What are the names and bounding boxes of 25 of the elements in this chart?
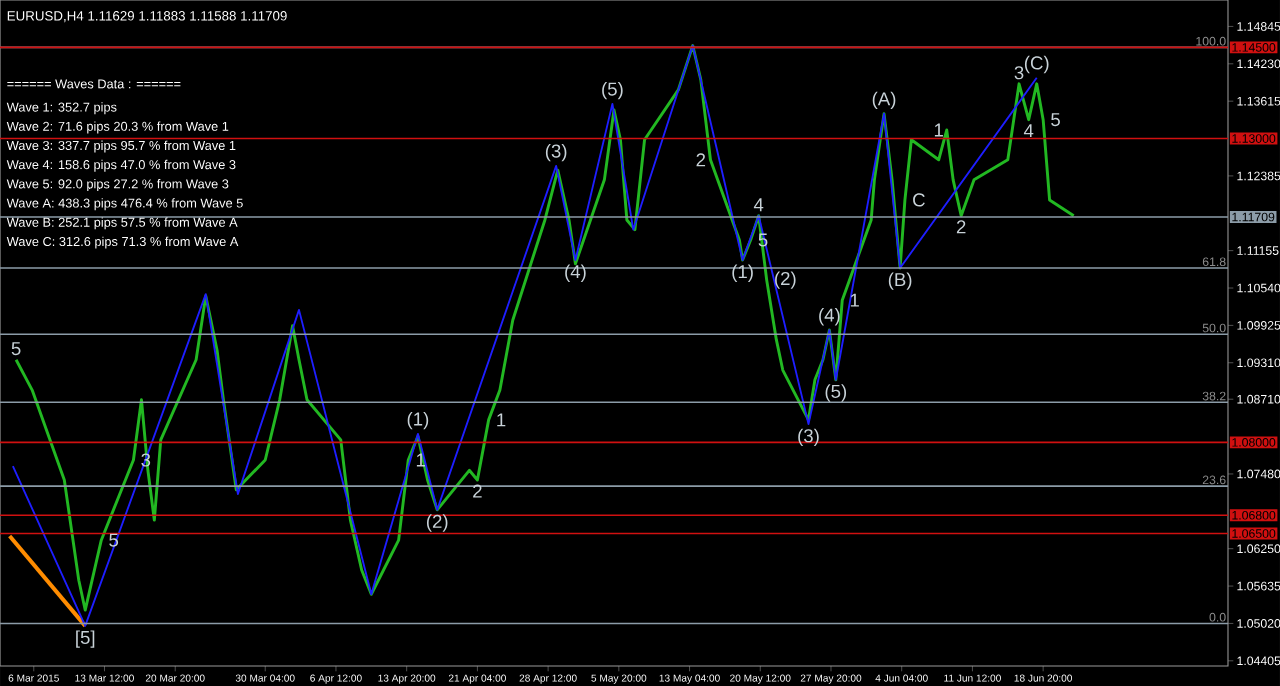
annotation: 2 bbox=[473, 484, 482, 498]
annotation: (2) bbox=[426, 514, 448, 532]
annotation: (5) bbox=[602, 81, 623, 100]
annotation: [5] bbox=[76, 630, 95, 648]
annotation: (A) bbox=[872, 91, 896, 110]
annotation: C bbox=[913, 193, 925, 207]
annotation: (4) bbox=[565, 264, 586, 282]
annotation: 4 bbox=[753, 198, 764, 212]
annotation: (5) bbox=[825, 384, 847, 402]
annotation: (C) bbox=[1024, 55, 1049, 74]
annotation: (4) bbox=[819, 308, 840, 326]
annotation: (3) bbox=[545, 143, 567, 162]
annotation: 1 bbox=[934, 123, 943, 137]
annotation: 4 bbox=[1023, 124, 1034, 138]
annotation: 1 bbox=[850, 293, 859, 307]
annotation: 5 bbox=[1051, 113, 1060, 127]
annotation: (1) bbox=[732, 264, 753, 282]
annotation: 2 bbox=[956, 220, 966, 234]
annotation: 1 bbox=[497, 413, 506, 427]
annotation: 2 bbox=[696, 153, 706, 167]
annotation: (2) bbox=[775, 271, 796, 289]
annotation: (B) bbox=[888, 272, 912, 290]
annotation: 5 bbox=[11, 342, 21, 356]
annotation: (1) bbox=[407, 411, 429, 430]
annotation: 3 bbox=[1014, 66, 1024, 80]
